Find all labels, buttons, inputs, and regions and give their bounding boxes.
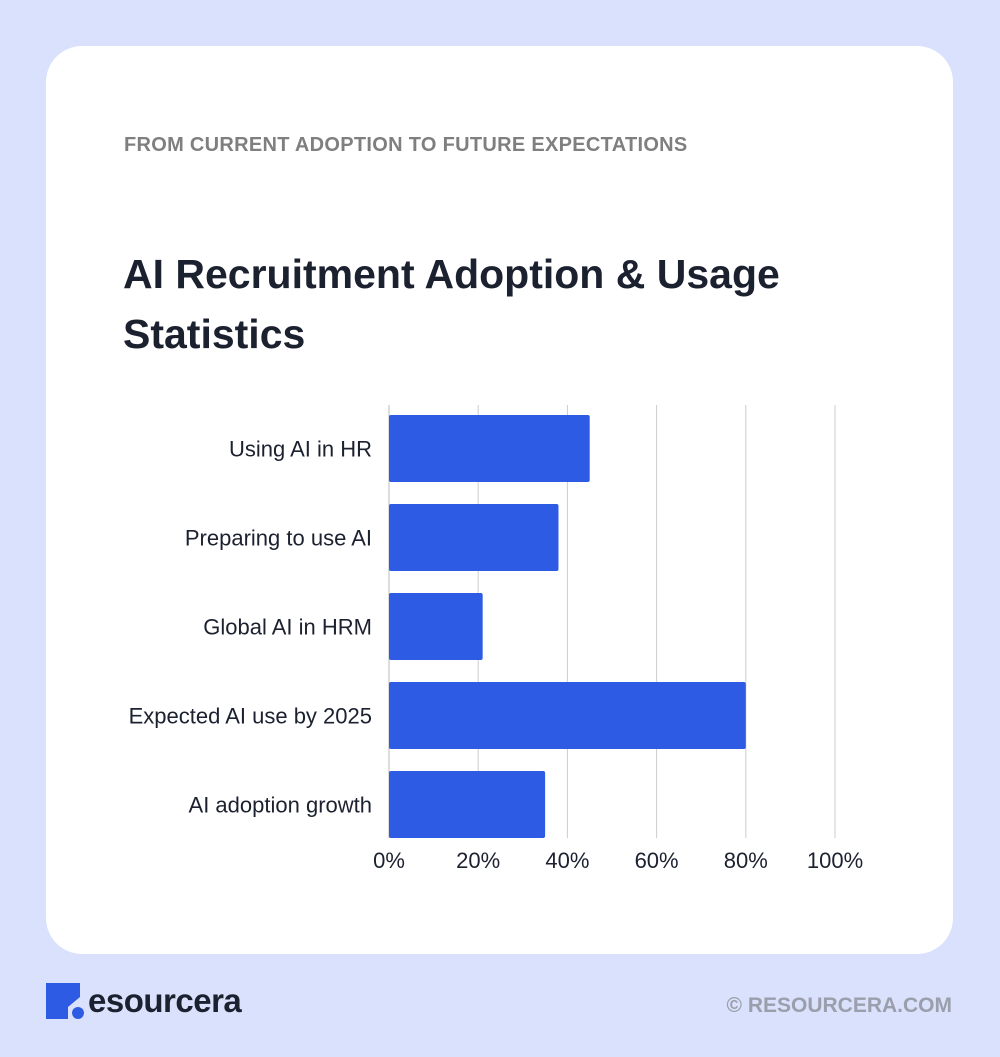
category-label: AI adoption growth [189, 793, 372, 818]
x-tick-label: 100% [807, 848, 863, 873]
category-label: Global AI in HRM [203, 615, 372, 640]
copyright: © RESOURCERA.COM [726, 994, 952, 1017]
category-label: Using AI in HR [229, 437, 372, 462]
category-label: Preparing to use AI [185, 526, 372, 551]
x-tick-label: 60% [635, 848, 679, 873]
eyebrow: FROM CURRENT ADOPTION TO FUTURE EXPECTAT… [124, 134, 688, 156]
bar [389, 504, 559, 571]
category-label: Expected AI use by 2025 [129, 704, 372, 729]
bar [389, 593, 483, 660]
bar [389, 771, 546, 838]
x-tick-label: 80% [724, 848, 768, 873]
x-tick-label: 40% [545, 848, 589, 873]
bar [389, 415, 590, 482]
chart-title: AI Recruitment Adoption & Usage Statisti… [123, 251, 780, 357]
bar [389, 682, 746, 749]
x-tick-label: 0% [373, 848, 405, 873]
x-tick-label: 20% [456, 848, 500, 873]
brand-logo: esourcera [46, 982, 242, 1020]
brand-name: esourcera [88, 982, 242, 1019]
logo-mark-icon [46, 983, 84, 1019]
